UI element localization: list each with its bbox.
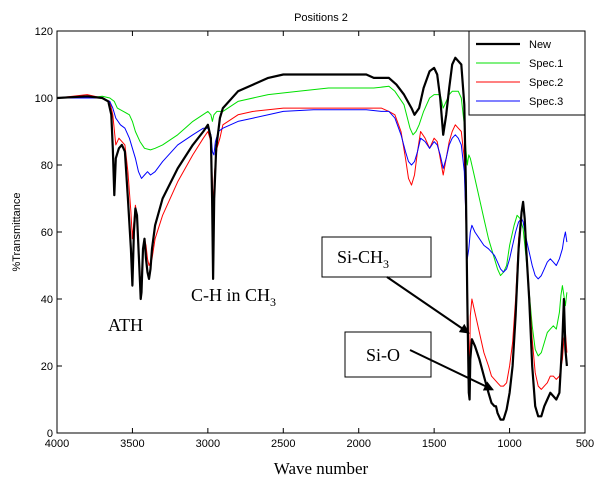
y-tick-label: 60 xyxy=(41,227,53,239)
annotation-si-ch3-arrow xyxy=(386,276,470,334)
x-tick-label: 2500 xyxy=(271,438,295,450)
legend-label: Spec.1 xyxy=(529,58,563,70)
y-tick-label: 100 xyxy=(35,93,53,105)
annotation-si-ch3: Si-CH3 xyxy=(337,247,389,271)
y-axis-label-group: %Transmittance xyxy=(11,192,23,271)
legend-label: New xyxy=(529,39,551,51)
x-tick-label: 3000 xyxy=(196,438,220,450)
y-tick-label: 20 xyxy=(41,361,53,373)
annotation-si-o-arrow xyxy=(409,349,495,391)
annotation-ath: ATH xyxy=(108,315,143,335)
chart-title: Positions 2 xyxy=(294,12,348,24)
x-tick-label: 500 xyxy=(576,438,594,450)
annotation-ch-in-ch3: C-H in CH3 xyxy=(191,285,276,309)
x-tick-label: 2000 xyxy=(346,438,370,450)
x-tick-label: 1000 xyxy=(497,438,521,450)
y-tick-label: 0 xyxy=(47,428,53,440)
series-line-new xyxy=(57,56,568,421)
legend-label: Spec.2 xyxy=(529,77,563,89)
annotation-si-o-box xyxy=(344,331,432,378)
annotations: ATH C-H in CH3 Si-CH3 Si-O xyxy=(108,236,495,391)
y-tick-label: 80 xyxy=(41,160,53,172)
y-tick-label: 120 xyxy=(35,26,53,38)
annotation-si-o: Si-O xyxy=(366,345,400,365)
x-tick-label: 3500 xyxy=(120,438,144,450)
x-tick-label: 1500 xyxy=(422,438,446,450)
x-axis: 4000 3500 3000 2500 2000 1500 1000 500 xyxy=(45,31,594,450)
y-axis-label: %Transmittance xyxy=(11,192,23,271)
legend-label: Spec.3 xyxy=(529,96,563,108)
y-tick-label: 40 xyxy=(41,294,53,306)
y-axis: 0 20 40 60 80 100 120 xyxy=(35,26,585,440)
x-axis-label: Wave number xyxy=(274,459,369,478)
annotation-si-ch3-box xyxy=(321,236,432,278)
series-layer xyxy=(57,56,568,421)
legend: New Spec.1 Spec.2 Spec.3 xyxy=(468,30,586,116)
x-tick-label: 4000 xyxy=(45,438,69,450)
